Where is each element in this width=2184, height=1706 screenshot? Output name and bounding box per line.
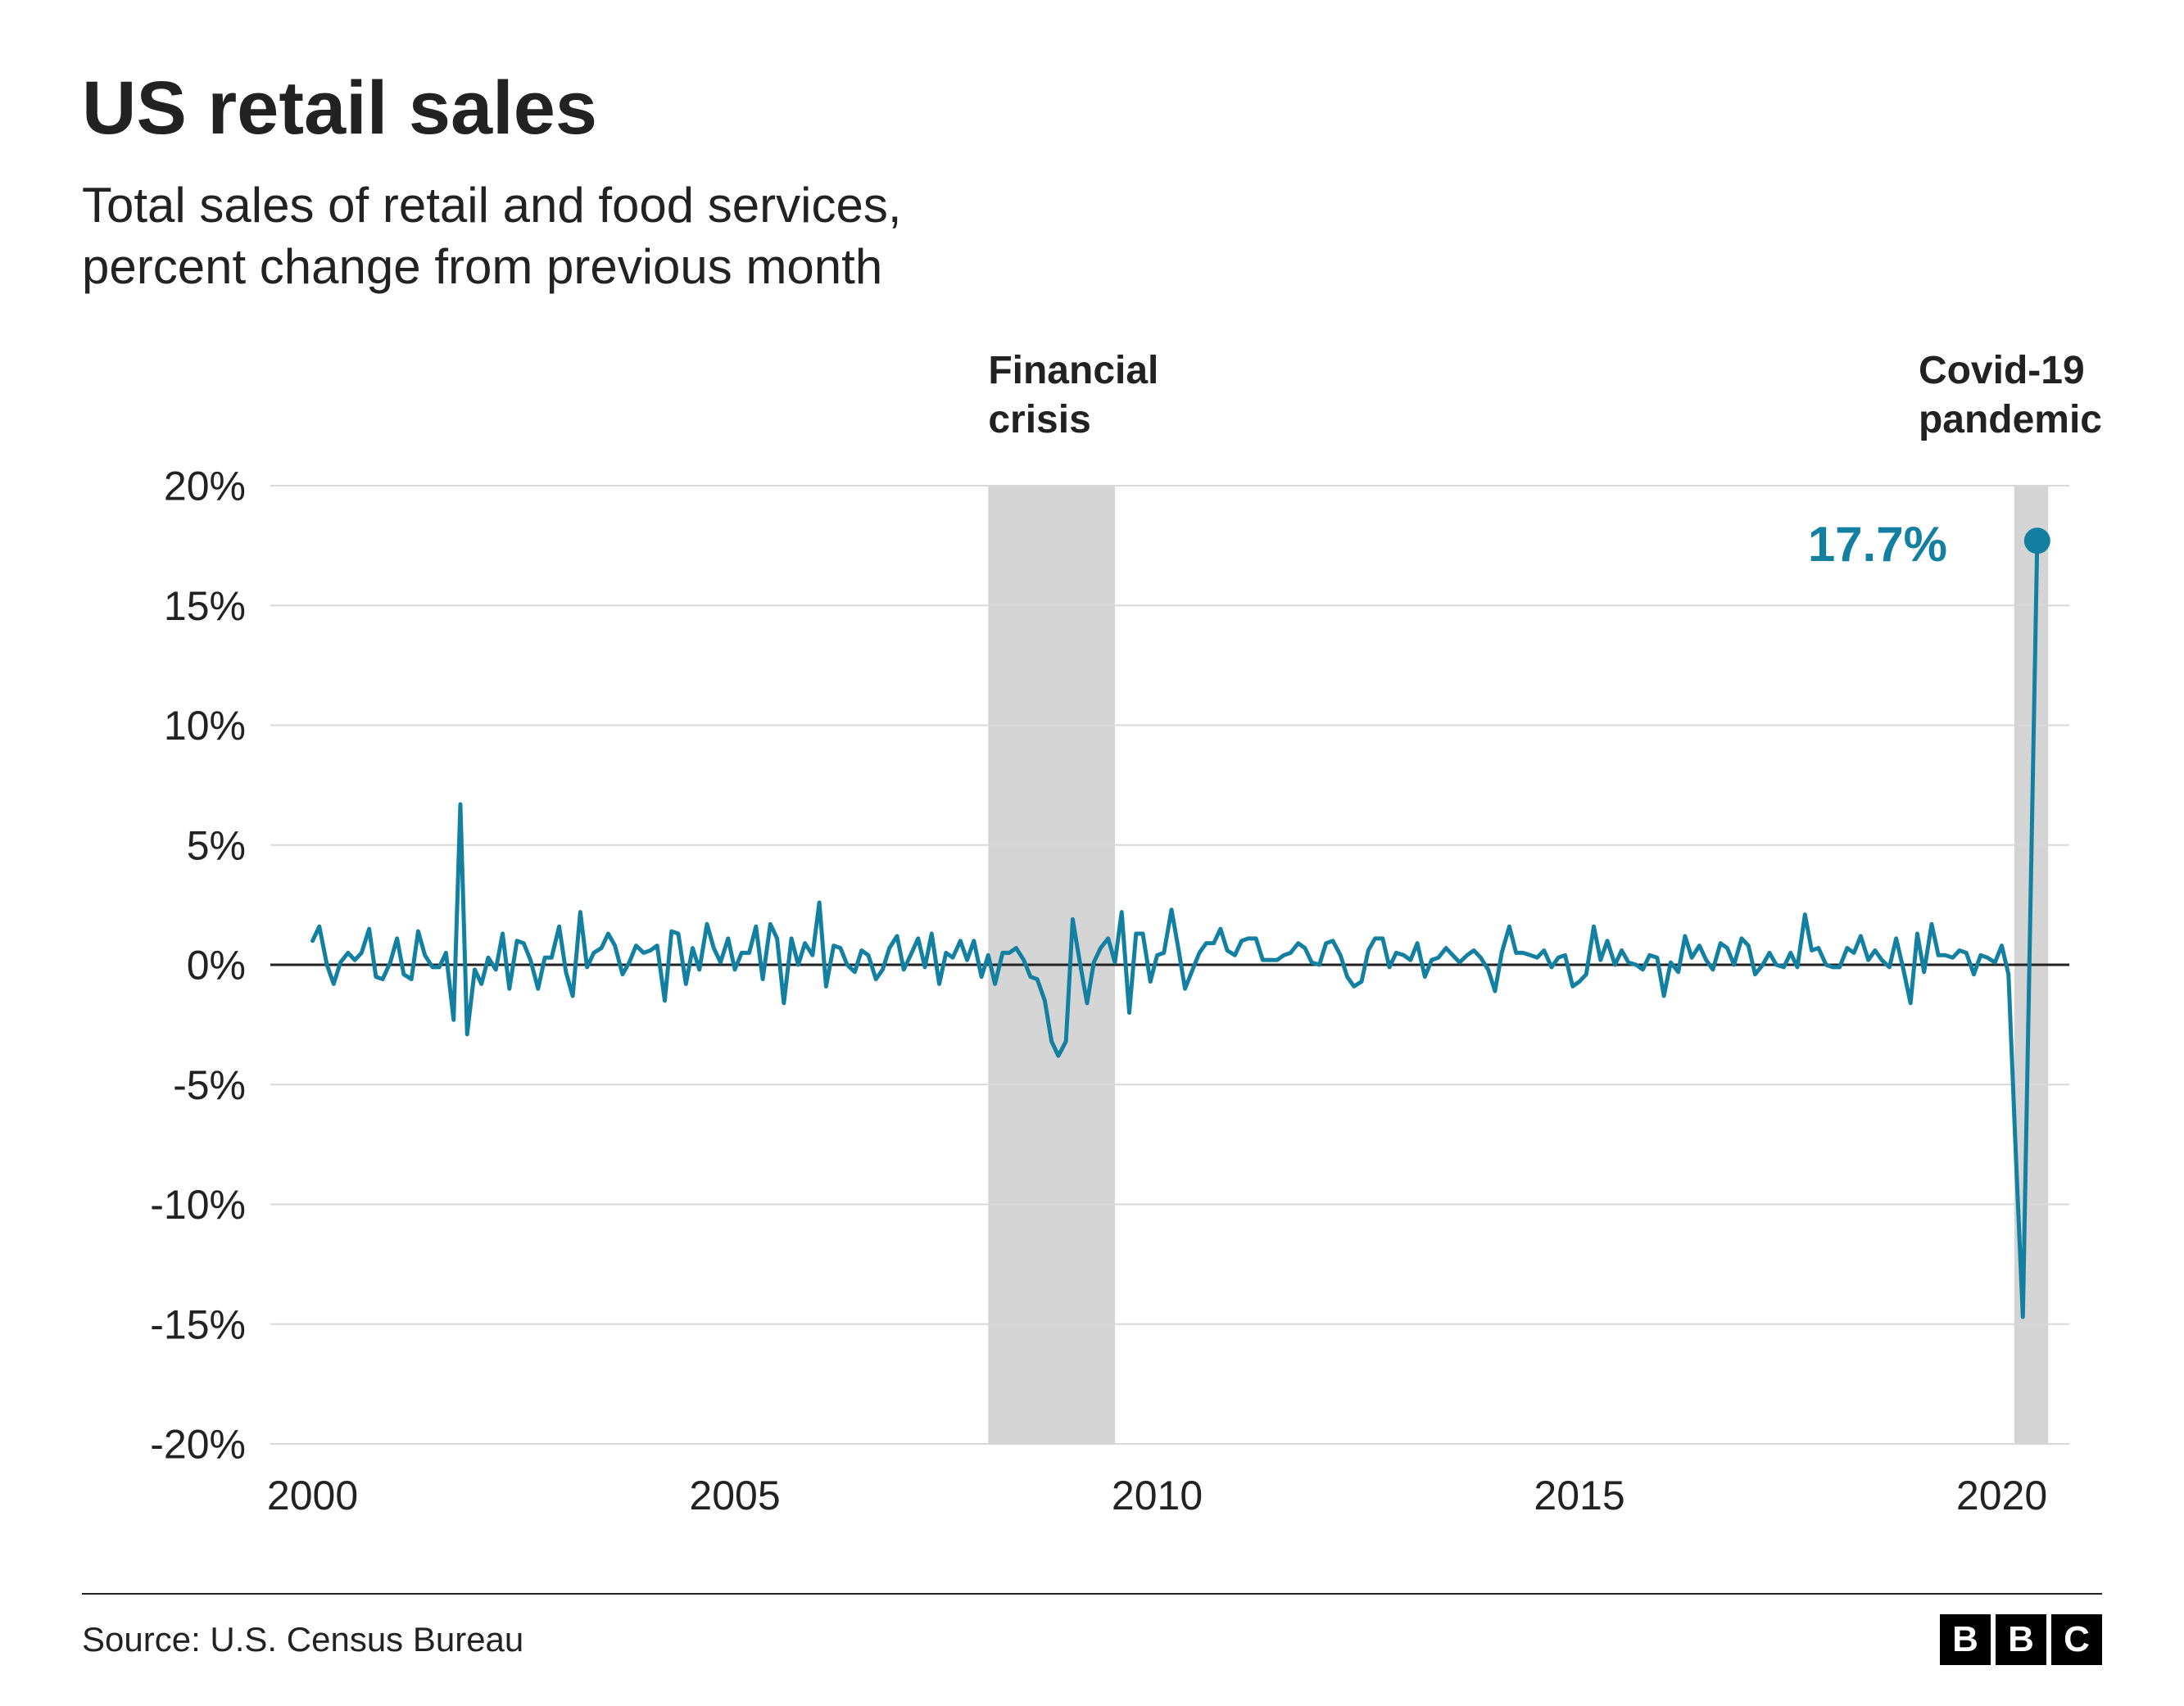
svg-text:0%: 0% (187, 943, 246, 989)
svg-text:-15%: -15% (150, 1301, 246, 1347)
svg-text:5%: 5% (187, 822, 246, 868)
svg-text:-5%: -5% (173, 1062, 246, 1108)
chart-svg: -20% -15% -10% -5% 0% 5% 10% 15% 20% 2000 2005 2010… (82, 469, 2102, 1534)
chart-footer: Source: U.S. Census Bureau BBC (82, 1593, 2102, 1665)
chart-source: Source: U.S. Census Bureau (82, 1620, 523, 1659)
svg-text:-20%: -20% (150, 1422, 246, 1468)
svg-text:2020: 2020 (1956, 1473, 2047, 1518)
svg-text:20%: 20% (164, 469, 246, 509)
plot-area: Financialcrisis Covid-19pandemic 17.7% -… (82, 346, 2102, 1657)
svg-text:15%: 15% (164, 583, 246, 629)
value-callout: 17.7% (1808, 516, 1947, 572)
svg-text:2015: 2015 (1534, 1473, 1624, 1518)
svg-text:2000: 2000 (267, 1473, 358, 1518)
svg-text:2010: 2010 (1112, 1473, 1203, 1518)
svg-text:-10%: -10% (150, 1182, 246, 1228)
annotation-covid19-pandemic: Covid-19pandemic (1919, 346, 2102, 445)
chart-root: US retail sales Total sales of retail an… (0, 0, 2184, 1706)
svg-text:2005: 2005 (689, 1473, 780, 1518)
svg-text:10%: 10% (164, 703, 246, 749)
bbc-logo: BBC (1940, 1614, 2102, 1665)
annotation-financial-crisis: Financialcrisis (988, 346, 1158, 445)
chart-title: US retail sales (82, 66, 2102, 152)
chart-subtitle: Total sales of retail and food services,… (82, 174, 1393, 297)
